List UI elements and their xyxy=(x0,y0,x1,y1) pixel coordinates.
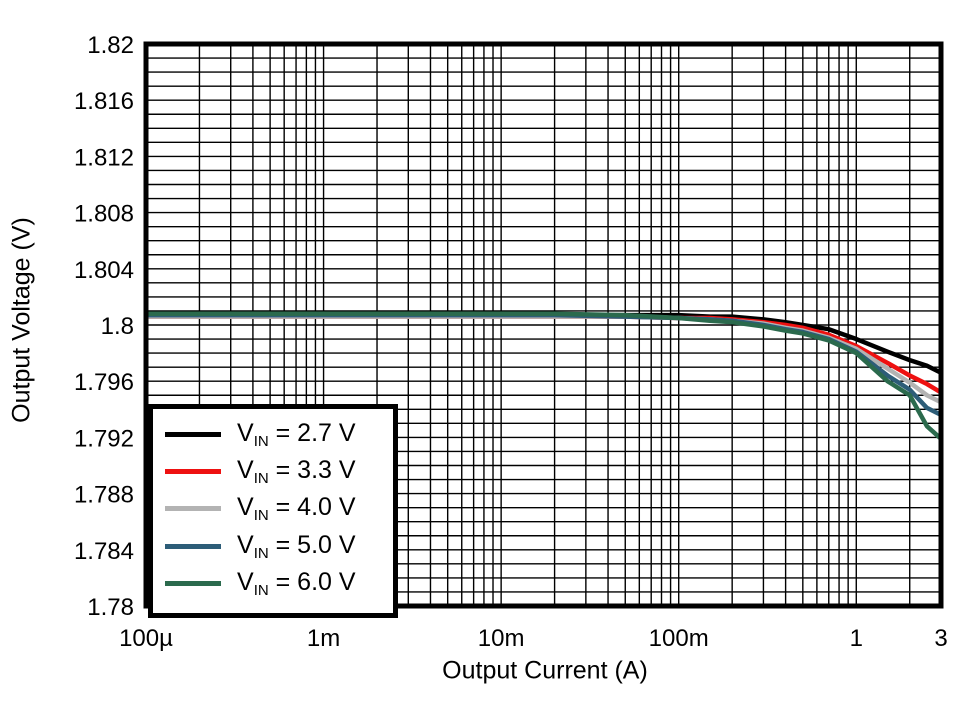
y-tick-label: 1.796 xyxy=(74,369,134,396)
legend-label: VIN = 5.0 V xyxy=(237,530,356,562)
y-tick-label: 1.816 xyxy=(74,88,134,115)
y-tick-label: 1.788 xyxy=(74,482,134,509)
legend-label: VIN = 3.3 V xyxy=(237,456,356,488)
x-tick-label: 100m xyxy=(649,625,709,652)
x-axis-title: Output Current (A) xyxy=(442,656,648,685)
series-line-4 xyxy=(146,311,941,441)
y-tick-label: 1.82 xyxy=(87,32,134,59)
legend-item-4: VIN = 6.0 V xyxy=(165,568,393,599)
legend-item-1: VIN = 3.3 V xyxy=(165,456,393,487)
y-tick-label: 1.804 xyxy=(74,257,134,284)
legend-label: VIN = 6.0 V xyxy=(237,567,356,599)
plot-border xyxy=(143,41,944,609)
legend-item-0: VIN = 2.7 V xyxy=(165,419,393,450)
legend-swatch xyxy=(165,506,221,512)
legend-label: VIN = 4.0 V xyxy=(237,493,356,525)
y-tick-label: 1.812 xyxy=(74,144,134,171)
legend-item-3: VIN = 5.0 V xyxy=(165,531,393,562)
x-tick-label: 10m xyxy=(478,625,525,652)
legend-swatch xyxy=(165,432,221,438)
y-axis-title: Output Voltage (V) xyxy=(7,217,36,423)
y-tick-label: 1.808 xyxy=(74,201,134,228)
y-tick-label: 1.784 xyxy=(74,538,134,565)
legend-item-2: VIN = 4.0 V xyxy=(165,493,393,524)
legend-swatch xyxy=(165,580,221,586)
legend-swatch xyxy=(165,543,221,549)
y-tick-label: 1.792 xyxy=(74,425,134,452)
y-tick-label: 1.78 xyxy=(87,594,134,621)
x-tick-label: 1m xyxy=(307,625,340,652)
series-line-0 xyxy=(146,312,941,375)
series-curves xyxy=(146,311,941,441)
legend-label: VIN = 2.7 V xyxy=(237,419,356,451)
legend-box: VIN = 2.7 V VIN = 3.3 V VIN = 4.0 V VIN = 5… xyxy=(148,404,398,618)
legend-swatch xyxy=(165,469,221,475)
x-tick-label: 3 xyxy=(934,625,947,652)
y-tick-label: 1.8 xyxy=(101,313,134,340)
x-tick-label: 1 xyxy=(850,625,863,652)
x-tick-label: 100µ xyxy=(119,625,173,652)
